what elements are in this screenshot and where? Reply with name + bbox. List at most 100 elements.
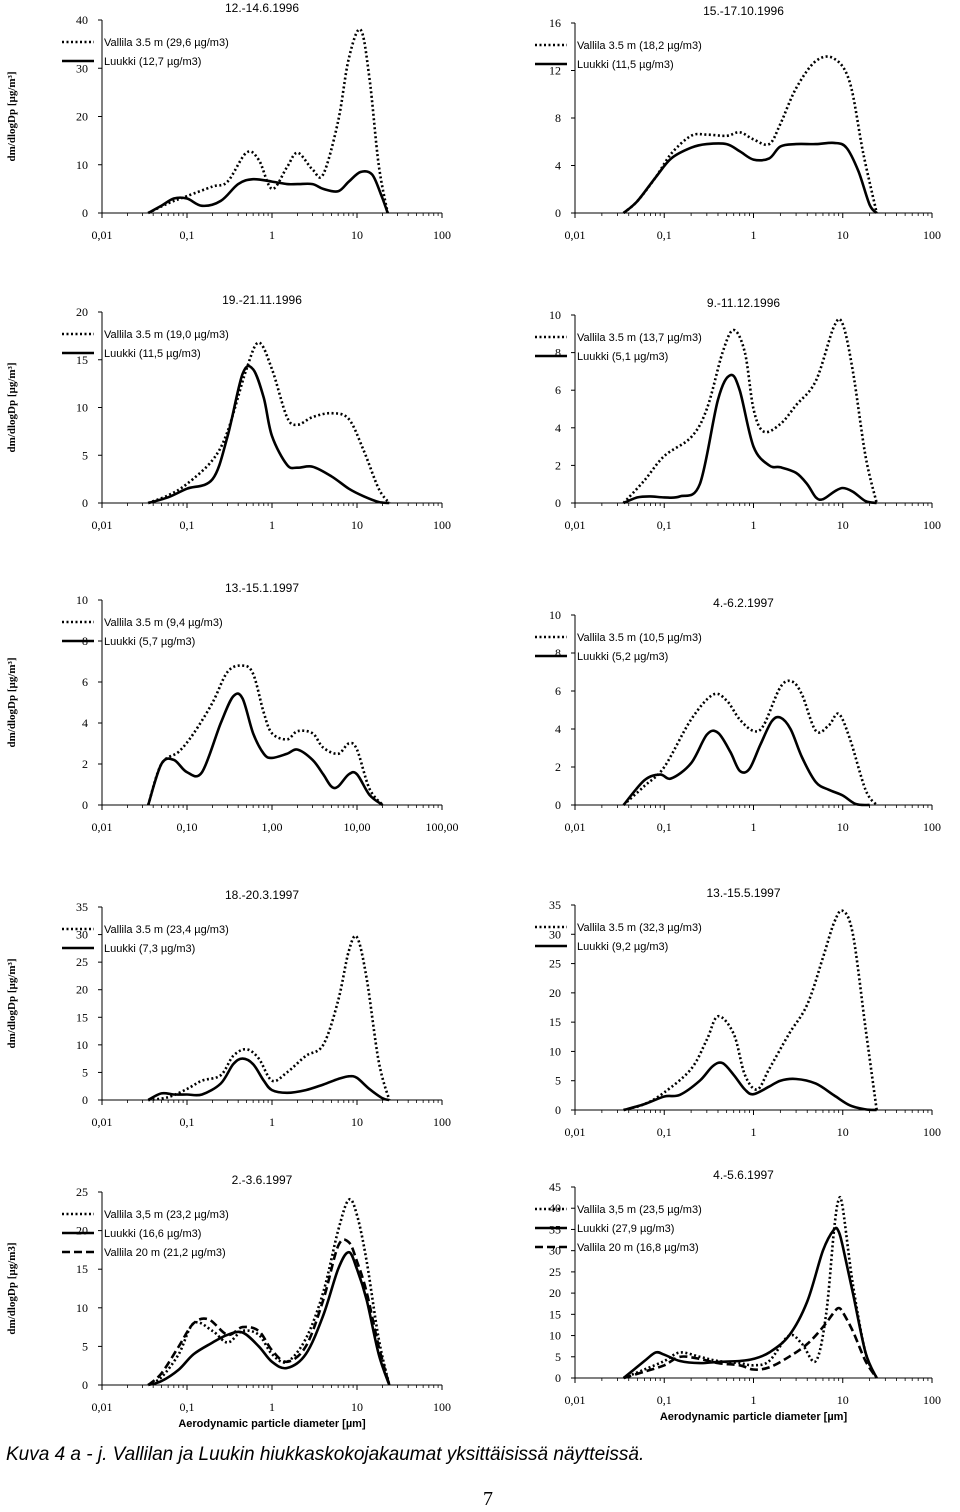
x-tick-label: 100 — [923, 518, 941, 532]
series-line-2 — [147, 1057, 390, 1102]
series-line-1 — [622, 317, 878, 504]
y-tick-label: 8 — [555, 111, 561, 125]
legend-entry: Luukki (5,2 µg/m3) — [577, 651, 668, 663]
x-tick-label: 1 — [751, 518, 757, 532]
y-tick-label: 4 — [555, 722, 561, 736]
chart-panel-6: 0 2 4 6 8 10 0,01 0,1 1 10 100 4.-6.2.1997 Vallila 3… — [535, 596, 941, 834]
y-tick-label: 0 — [82, 206, 88, 220]
series-line-2 — [623, 373, 877, 505]
legend-entry: Luukki (7,3 µg/m3) — [104, 943, 195, 955]
x-tick-label: 0,1 — [180, 228, 195, 242]
legend-entry: Vallila 3.5 m (9,4 µg/m3) — [104, 617, 223, 629]
y-tick-label: 35 — [76, 900, 88, 914]
y-tick-label: 0 — [555, 496, 561, 510]
x-tick-label: 0,01 — [92, 1400, 113, 1414]
chart-title: 2.-3.6.1997 — [232, 1173, 293, 1187]
y-tick-label: 0 — [82, 496, 88, 510]
x-tick-label: 0,1 — [657, 518, 672, 532]
y-tick-label: 25 — [549, 957, 561, 971]
series-line-2 — [147, 1250, 391, 1387]
y-tick-label: 25 — [549, 1265, 561, 1279]
x-tick-label: 10 — [351, 518, 363, 532]
y-tick-label: 25 — [76, 955, 88, 969]
x-tick-label: 10 — [837, 518, 849, 532]
series-line-3 — [623, 1306, 878, 1380]
x-tick-label: 100 — [433, 1115, 451, 1129]
y-tick-label: 5 — [555, 1074, 561, 1088]
chart-panel-3: 0 5 10 15 20 0,01 0,1 1 10 100 19.-21.11.1996 dm/dl… — [6, 293, 451, 532]
y-tick-label: 20 — [549, 986, 561, 1000]
x-tick-label: 100 — [433, 228, 451, 242]
legend-entry: Vallila 20 m (16,8 µg/m3) — [577, 1242, 699, 1254]
y-tick-label: 5 — [555, 1350, 561, 1364]
chart-title: 19.-21.11.1996 — [222, 293, 302, 307]
y-tick-label: 10 — [76, 1301, 88, 1315]
y-tick-label: 8 — [555, 646, 561, 660]
y-tick-label: 20 — [549, 1286, 561, 1300]
legend-entry: Vallila 3.5 m (29,6 µg/m3) — [104, 37, 229, 49]
x-tick-label: 0,01 — [565, 820, 586, 834]
legend-entry: Vallila 3.5 m (13,7 µg/m3) — [577, 332, 702, 344]
series-line-2 — [622, 141, 878, 215]
legend-entry: Vallila 3,5 m (23,5 µg/m3) — [577, 1204, 702, 1216]
y-tick-label: 4 — [82, 716, 88, 730]
x-tick-label: 0,01 — [565, 1393, 586, 1407]
x-tick-label: 10 — [351, 1115, 363, 1129]
legend-entry: Vallila 3.5 m (19,0 µg/m3) — [104, 329, 229, 341]
legend-entry: Vallila 3.5 m (18,2 µg/m3) — [577, 40, 702, 52]
chart-title: 15.-17.10.1996 — [703, 4, 784, 18]
x-tick-label: 100 — [923, 228, 941, 242]
x-tick-label: 1 — [269, 518, 275, 532]
y-tick-label: 10 — [76, 158, 88, 172]
series-line-1 — [623, 1195, 878, 1380]
x-tick-label: 100 — [923, 820, 941, 834]
chart-title: 9.-11.12.1996 — [707, 296, 780, 310]
series-line-1 — [148, 934, 391, 1102]
x-tick-label: 100 — [923, 1125, 941, 1139]
y-tick-label: 0 — [82, 1378, 88, 1392]
x-tick-label: 1 — [269, 1115, 275, 1129]
y-tick-label: 0 — [555, 1371, 561, 1385]
y-tick-label: 0 — [82, 1093, 88, 1107]
x-tick-label: 100 — [433, 518, 451, 532]
series-line-2 — [622, 715, 870, 807]
x-axis-label: Aerodynamic particle diameter [µm] — [660, 1411, 848, 1423]
legend-entry: Vallila 3.5 m (32,3 µg/m3) — [577, 922, 702, 934]
legend-entry: Luukki (12,7 µg/m3) — [104, 56, 201, 68]
y-tick-label: 6 — [555, 383, 561, 397]
series-line-2 — [147, 169, 389, 215]
y-tick-label: 30 — [549, 927, 561, 941]
x-tick-label: 0,10 — [177, 820, 198, 834]
legend-entry: Luukki (27,9 µg/m3) — [577, 1223, 674, 1235]
y-axis-label: dm/dlogDp [µg/m³] — [6, 958, 18, 1048]
x-tick-label: 0,01 — [565, 518, 586, 532]
chart-panel-4: 0 2 4 6 8 10 0,01 0,1 1 10 100 9.-11.12.1996 Vallila… — [535, 296, 941, 532]
x-tick-label: 0,1 — [180, 1115, 195, 1129]
y-tick-label: 6 — [82, 675, 88, 689]
y-tick-label: 6 — [555, 684, 561, 698]
legend-entry: Luukki (9,2 µg/m3) — [577, 941, 668, 953]
chart-panel-5: 02468100,010,101,0010,00100,0013.-15.1.1… — [6, 581, 459, 834]
x-tick-label: 1,00 — [262, 820, 283, 834]
x-tick-label: 10 — [837, 820, 849, 834]
legend-entry: Luukki (5,7 µg/m3) — [104, 636, 195, 648]
y-tick-label: 5 — [82, 1339, 88, 1353]
y-tick-label: 0 — [82, 798, 88, 812]
x-tick-label: 1 — [269, 1400, 275, 1414]
y-axis-label: dm/dlogDp [µg/m³] — [6, 71, 18, 161]
y-tick-label: 8 — [555, 346, 561, 360]
x-tick-label: 1 — [269, 228, 275, 242]
chart-panel-1: 0 10 20 30 40 0,01 0,1 1 10 100 12.-14.6.1996 dm/dl… — [6, 1, 451, 242]
x-tick-label: 1 — [751, 820, 757, 834]
series-line-1 — [146, 664, 384, 806]
y-tick-label: 0 — [555, 1103, 561, 1117]
x-tick-label: 10 — [351, 228, 363, 242]
series-line-2 — [623, 1061, 877, 1112]
y-tick-label: 35 — [549, 1222, 561, 1236]
series-line-3 — [147, 1238, 391, 1387]
y-tick-label: 20 — [76, 1224, 88, 1238]
x-tick-label: 10 — [837, 1393, 849, 1407]
y-tick-label: 10 — [549, 1044, 561, 1058]
series-line-1 — [623, 909, 878, 1112]
chart-panel-2: 0 4 8 12 16 0,01 0,1 1 10 100 15.-17.10.1996 Vallil… — [535, 4, 941, 242]
